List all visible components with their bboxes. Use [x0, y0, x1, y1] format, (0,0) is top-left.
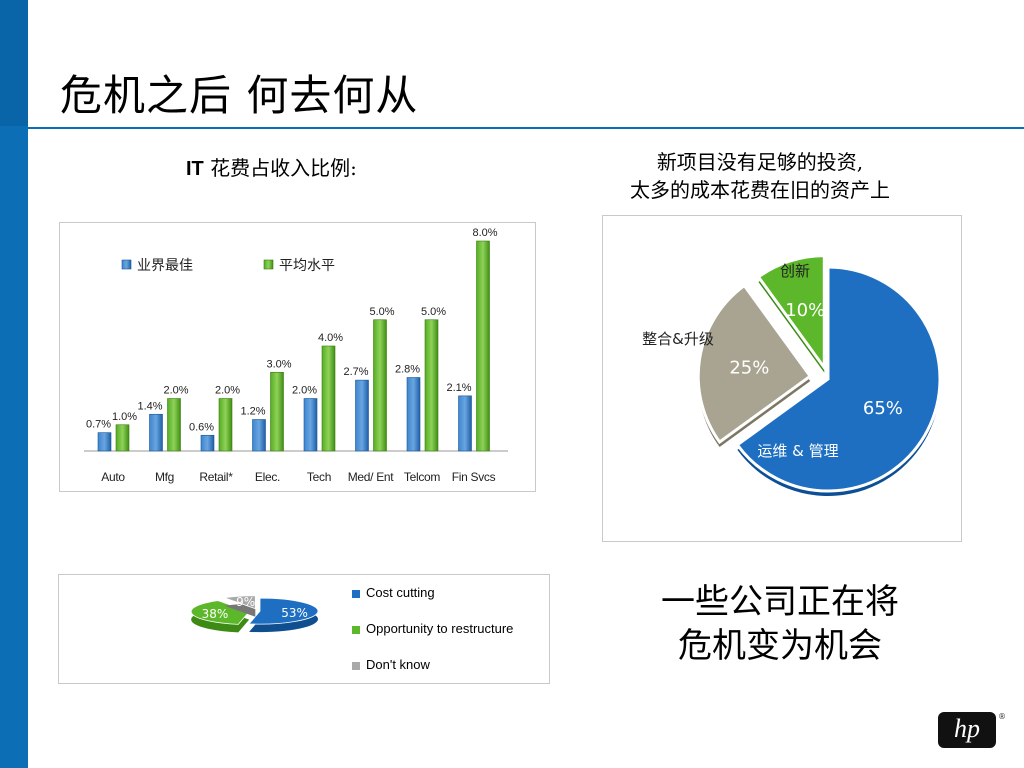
bar-best	[303, 398, 318, 452]
bar-best	[355, 379, 369, 452]
bar-data-label: 8.0%	[472, 227, 497, 239]
bar-data-label: 4.0%	[318, 332, 343, 344]
pie-chart: 65% 25% 10% 运维 & 管理 整合&升级 创新	[642, 254, 942, 496]
small-legend-label: Opportunity to restructure	[366, 621, 514, 636]
legend-swatch	[121, 259, 132, 270]
small-legend-label: Cost cutting	[366, 585, 435, 600]
small-pie-slice	[224, 595, 256, 610]
bar-data-label: 2.8%	[395, 364, 420, 376]
registered-mark: ®	[998, 712, 1006, 721]
pie-slice	[696, 283, 813, 445]
pie-chart-panel: 65% 25% 10% 运维 & 管理 整合&升级 创新	[602, 215, 962, 542]
pie-slice	[735, 265, 942, 493]
left-accent-bar-top	[0, 0, 28, 126]
hp-logo: hp	[938, 712, 996, 748]
bar-data-label: 2.0%	[292, 385, 317, 397]
bar-best	[200, 434, 215, 452]
bar-average	[476, 240, 490, 452]
pie-heading-line2: 太多的成本花费在旧的资产上	[630, 178, 890, 202]
pie-heading-line1: 新项目没有足够的投资,	[656, 150, 864, 174]
bar-data-label: 5.0%	[369, 306, 394, 318]
pie-percent-label: 10%	[785, 300, 825, 321]
bar-data-label: 1.0%	[112, 411, 137, 423]
bar-data-label: 2.7%	[343, 366, 368, 378]
bar-data-label: 0.7%	[86, 419, 111, 431]
bar-data-label: 1.2%	[240, 406, 265, 418]
bar-average	[321, 345, 336, 452]
bar-best	[252, 419, 266, 452]
small-pie-chart: 53% 38% 9%	[190, 595, 319, 633]
small-pie-percent-label: 9%	[236, 595, 255, 609]
left-accent-bar	[0, 0, 28, 768]
legend-label: 平均水平	[279, 258, 335, 274]
small-legend-item-dontknow: Don't know	[352, 657, 430, 672]
bar-best	[97, 432, 112, 452]
bar-best	[149, 413, 163, 452]
bar-category-label: Telcom	[404, 470, 441, 484]
bar-category-label: Retail*	[199, 470, 233, 484]
bar-category-label: Auto	[101, 470, 125, 484]
small-pie-percent-label: 53%	[281, 606, 308, 620]
bar-category-label: Fin Svcs	[452, 470, 496, 484]
bar-data-label: 3.0%	[266, 358, 291, 370]
bar-chart: 0.7%1.0%Auto1.4%2.0%Mfg0.6%2.0%Retail*1.…	[84, 227, 508, 484]
pie-slice	[756, 254, 826, 373]
bar-data-label: 5.0%	[421, 306, 446, 318]
pie-slice-name: 运维 & 管理	[757, 442, 838, 460]
pie-slice-name: 整合&升级	[642, 330, 714, 348]
bar-average	[218, 398, 233, 452]
bar-chart-heading: IT 花费占收入比例:	[186, 152, 357, 181]
bar-best	[406, 377, 421, 452]
bar-category-label: Med/ Ent	[348, 470, 395, 484]
bar-average	[167, 398, 181, 452]
small-pie-panel: 53% 38% 9%	[58, 574, 550, 684]
bottom-message-line2: 危机变为机会	[678, 626, 882, 666]
bar-average	[373, 319, 387, 452]
bar-chart-panel: 0.7% 1.0% Auto 1.4% 2.0% Mfg 0.6% 2.0% Retail* 1.…	[59, 222, 536, 492]
pie-slice-name: 创新	[780, 262, 810, 280]
pie-percent-label: 65%	[863, 398, 903, 419]
small-pie-slice	[248, 597, 319, 625]
small-legend-item-opportunity: Opportunity to restructure	[352, 621, 513, 636]
pie-percent-label: 25%	[729, 358, 769, 379]
bar-category-label: Mfg	[155, 470, 174, 484]
bar-data-label: 2.0%	[163, 385, 188, 397]
bar-data-label: 0.6%	[189, 421, 214, 433]
bar-data-label: 2.0%	[215, 385, 240, 397]
bar-heading-text: 花费占收入比例:	[203, 156, 357, 180]
small-pie-percent-label: 38%	[202, 607, 229, 621]
bar-category-label: Tech	[307, 470, 331, 484]
bottom-message-line1: 一些公司正在将	[661, 582, 899, 622]
bottom-message: 一些公司正在将 危机变为机会	[640, 580, 920, 668]
legend-swatch	[263, 259, 274, 270]
bar-data-label: 1.4%	[137, 400, 162, 412]
bar-average	[424, 319, 439, 452]
page-title: 危机之后 何去何从	[60, 71, 419, 120]
title-divider	[28, 127, 1024, 129]
pie-chart-heading: 新项目没有足够的投资, 太多的成本花费在旧的资产上	[610, 148, 910, 204]
bar-best	[458, 395, 472, 452]
legend-label: 业界最佳	[137, 258, 193, 274]
bar-heading-bold: IT	[186, 158, 204, 180]
small-legend-label: Don't know	[366, 657, 430, 672]
small-legend-item-cost: Cost cutting	[352, 585, 435, 600]
bar-category-label: Elec.	[255, 470, 280, 484]
bar-average	[115, 424, 130, 452]
bar-average	[270, 371, 284, 452]
small-pie-slice-side	[224, 603, 256, 617]
bar-data-label: 2.1%	[446, 382, 471, 394]
